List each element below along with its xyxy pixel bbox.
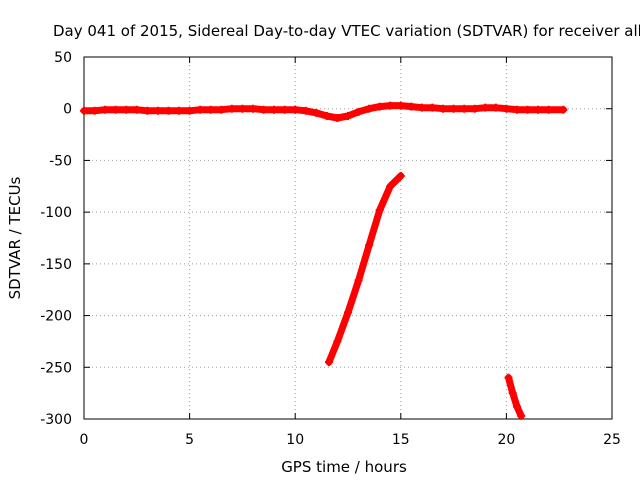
data-point [481, 103, 490, 112]
data-point [143, 106, 152, 115]
data-point [164, 106, 173, 115]
data-point [185, 106, 194, 115]
data-point [301, 106, 310, 115]
y-tick-label: -100 [40, 205, 72, 221]
data-point [470, 104, 479, 113]
data-point [344, 308, 352, 317]
data-point [504, 373, 513, 382]
data-point [270, 105, 279, 114]
data-point [333, 337, 342, 346]
gridlines [84, 57, 612, 419]
y-axis-title: SDTVAR / TECUs [6, 176, 24, 299]
data-point [206, 105, 215, 114]
axis-ticks: 0 5 10 15 20 25 50 0 -50 -100 -150 -200 -250 -300 [40, 50, 621, 448]
x-axis-title: GPS time / hours [281, 458, 407, 476]
data-point [386, 182, 395, 191]
data-point [460, 104, 469, 113]
x-tick-label: 15 [392, 432, 410, 448]
data-point [428, 103, 437, 112]
data-point [491, 103, 500, 112]
data-point [439, 104, 448, 113]
y-tick-label: -150 [40, 257, 72, 273]
data-point [523, 105, 532, 114]
data-point [111, 105, 120, 114]
data-point [396, 101, 405, 110]
data-point [324, 358, 333, 367]
data-point [534, 105, 543, 114]
data-point [101, 105, 110, 114]
chart-title: Day 041 of 2015, Sidereal Day-to-day VTE… [53, 22, 640, 40]
data-point [502, 104, 511, 113]
data-point [259, 105, 268, 114]
y-tick-label: -300 [40, 412, 72, 428]
data-point [386, 101, 395, 110]
y-tick-label: -50 [49, 153, 72, 169]
data-point [238, 104, 247, 113]
series-line [505, 374, 525, 420]
y-tick-label: -200 [40, 309, 72, 325]
data-point [196, 105, 205, 114]
y-tick-label: 50 [54, 50, 72, 66]
y-tick-label: 0 [63, 102, 72, 118]
data-point [512, 402, 521, 411]
data-point [227, 104, 236, 113]
data-point [122, 105, 131, 114]
data-point [80, 106, 88, 115]
series-1 [80, 101, 568, 123]
data-point [559, 105, 568, 114]
y-tick-label: -250 [40, 360, 72, 376]
data-point [132, 105, 141, 114]
data-point [517, 411, 526, 420]
data-point [396, 171, 405, 180]
x-tick-label: 5 [185, 432, 194, 448]
series-2 [324, 171, 405, 367]
data-point [175, 106, 184, 115]
data-point [544, 105, 553, 114]
data-point [375, 206, 384, 215]
data-point [333, 114, 342, 123]
data-point [90, 106, 99, 115]
data-point [375, 102, 384, 111]
data-point [354, 276, 363, 285]
data-point [407, 102, 416, 111]
x-tick-label: 20 [497, 432, 515, 448]
series-line [325, 172, 405, 366]
data-point [365, 241, 374, 250]
data-point [280, 105, 289, 114]
data-point [248, 104, 257, 113]
data-point [508, 389, 517, 398]
x-tick-label: 25 [603, 432, 621, 448]
data-point [354, 107, 363, 116]
x-tick-label: 0 [80, 432, 89, 448]
series-3 [504, 373, 526, 420]
data-series [80, 101, 568, 420]
data-point [417, 103, 426, 112]
series-line [80, 102, 567, 122]
data-point [312, 108, 321, 117]
x-tick-label: 10 [286, 432, 304, 448]
data-point [322, 111, 331, 120]
data-point [365, 104, 374, 113]
data-point [512, 105, 521, 114]
data-point [217, 105, 226, 114]
data-point [153, 106, 162, 115]
data-point [449, 104, 458, 113]
data-point [291, 105, 300, 114]
plot-frame [83, 56, 613, 420]
data-point [344, 111, 352, 120]
